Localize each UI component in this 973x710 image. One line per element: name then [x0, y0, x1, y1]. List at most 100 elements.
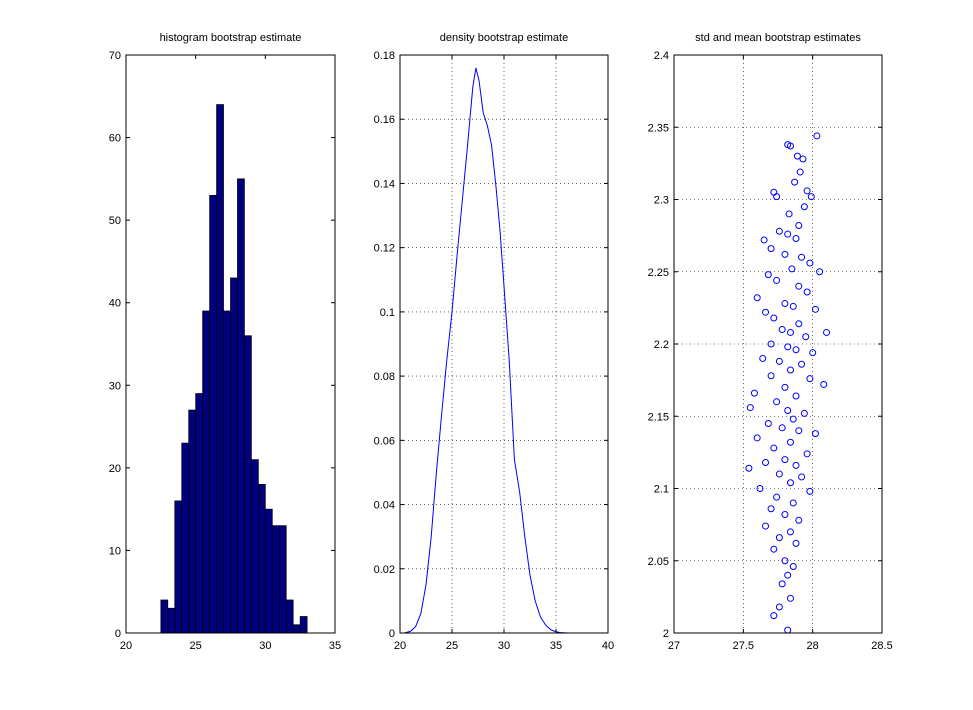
- density-x-tick-label: 30: [498, 640, 510, 652]
- scatter-y-tick-label: 2.4: [654, 50, 669, 62]
- scatter-point: [785, 210, 793, 218]
- histogram-y-tick-label: 20: [109, 463, 121, 475]
- histogram-y-tick-label: 10: [109, 545, 121, 557]
- histogram-y-tick-label: 0: [115, 628, 121, 640]
- scatter-y-tick-label: 2.15: [648, 411, 669, 423]
- scatter-point: [773, 398, 781, 406]
- scatter-point: [789, 302, 797, 310]
- scatter-point: [786, 528, 794, 536]
- histogram-bar: [258, 484, 266, 634]
- scatter-point: [746, 404, 754, 412]
- density-y-tick-label: 0.12: [374, 243, 395, 255]
- histogram-y-tick-label: 70: [109, 50, 121, 62]
- histogram-bar: [188, 409, 197, 634]
- density-x-tick-label: 35: [550, 640, 562, 652]
- histogram-y-tick-label: 60: [109, 133, 121, 145]
- histogram-bar: [167, 607, 176, 634]
- scatter-point: [781, 511, 789, 519]
- density-y-tick-label: 0.18: [374, 50, 395, 62]
- density-title: density bootstrap estimate: [440, 32, 568, 44]
- histogram-panel: 20 25 30 35 0 10 20 30 40 50 60 70 histogram bootstr…: [109, 32, 341, 652]
- scatter-x-tick-label: 28.5: [871, 640, 892, 652]
- scatter-title: std and mean bootstrap estimates: [695, 32, 861, 44]
- scatter-point: [784, 343, 792, 351]
- scatter-point: [773, 193, 781, 201]
- density-y-tick-label: 0.04: [374, 500, 395, 512]
- scatter-point: [800, 409, 808, 417]
- scatter-point: [781, 383, 789, 391]
- scatter-point: [770, 545, 778, 553]
- scatter-point: [753, 294, 761, 302]
- scatter-point: [762, 458, 770, 466]
- histogram-bar: [202, 310, 210, 634]
- scatter-point: [784, 406, 792, 414]
- scatter-point: [767, 340, 775, 348]
- scatter-point: [792, 346, 800, 354]
- scatter-point: [775, 470, 783, 478]
- scatter-point: [786, 328, 794, 336]
- scatter-point: [798, 473, 806, 481]
- histogram-bar: [181, 442, 190, 634]
- scatter-point: [770, 314, 778, 322]
- scatter-point: [784, 230, 792, 238]
- scatter-y-tick-label: 2.35: [648, 122, 669, 134]
- scatter-y-tick-label: 2.25: [648, 267, 669, 279]
- histogram-bar: [264, 508, 273, 634]
- scatter-y-tick-label: 2.1: [654, 484, 669, 496]
- scatter-y-tick-label: 2.05: [648, 556, 669, 568]
- scatter-point: [799, 155, 807, 163]
- histogram-bar: [271, 525, 280, 634]
- density-line: [404, 67, 569, 634]
- density-panel: 20 25 30 35 40 0 0.02 0.04 0.06 0.08 0.1 0.12 0.14 0.…: [374, 32, 615, 652]
- scatter-point: [806, 375, 814, 383]
- scatter-point: [791, 178, 799, 186]
- scatter-x-tick-label: 27: [668, 640, 680, 652]
- histogram-bar: [299, 616, 308, 634]
- histogram-axes-box: [125, 54, 336, 634]
- scatter-point: [770, 612, 778, 620]
- scatter-point: [775, 534, 783, 542]
- histogram-bar: [251, 459, 259, 634]
- density-x-tick-label: 20: [394, 640, 406, 652]
- scatter-point: [792, 235, 800, 243]
- scatter-point: [788, 265, 796, 273]
- scatter-point: [786, 366, 794, 374]
- scatter-point: [767, 372, 775, 380]
- scatter-point: [762, 308, 770, 316]
- histogram-bar: [174, 500, 183, 634]
- density-x-tick-label: 40: [602, 640, 614, 652]
- histogram-x-tick-label: 35: [329, 640, 341, 652]
- scatter-point: [796, 168, 804, 176]
- scatter-point: [750, 389, 758, 397]
- scatter-point: [773, 276, 781, 284]
- histogram-bar: [285, 599, 294, 634]
- histogram-y-tick-label: 50: [109, 215, 121, 227]
- scatter-point: [786, 142, 794, 150]
- scatter-point: [773, 493, 781, 501]
- scatter-point: [775, 357, 783, 365]
- scatter-point: [745, 464, 753, 472]
- histogram-x-tick-label: 20: [120, 640, 132, 652]
- scatter-point: [798, 253, 806, 261]
- scatter-point: [786, 594, 794, 602]
- scatter-point: [806, 259, 814, 267]
- scatter-point: [770, 444, 778, 452]
- scatter-point: [778, 326, 786, 334]
- scatter-point: [792, 392, 800, 400]
- histogram-bar: [237, 178, 245, 634]
- scatter-point: [778, 580, 786, 588]
- scatter-point: [795, 516, 803, 524]
- scatter-point: [781, 456, 789, 464]
- density-y-tick-label: 0.06: [374, 435, 395, 447]
- scatter-point: [789, 563, 797, 571]
- scatter-point: [807, 193, 815, 201]
- scatter-point: [820, 380, 828, 388]
- scatter-point: [786, 479, 794, 487]
- histogram-bar: [209, 195, 217, 634]
- scatter-point: [760, 236, 768, 244]
- density-y-tick-label: 0: [389, 628, 395, 640]
- histogram-bar: [244, 335, 252, 634]
- histogram-bar: [216, 104, 224, 634]
- scatter-point: [781, 300, 789, 308]
- scatter-point: [795, 282, 803, 290]
